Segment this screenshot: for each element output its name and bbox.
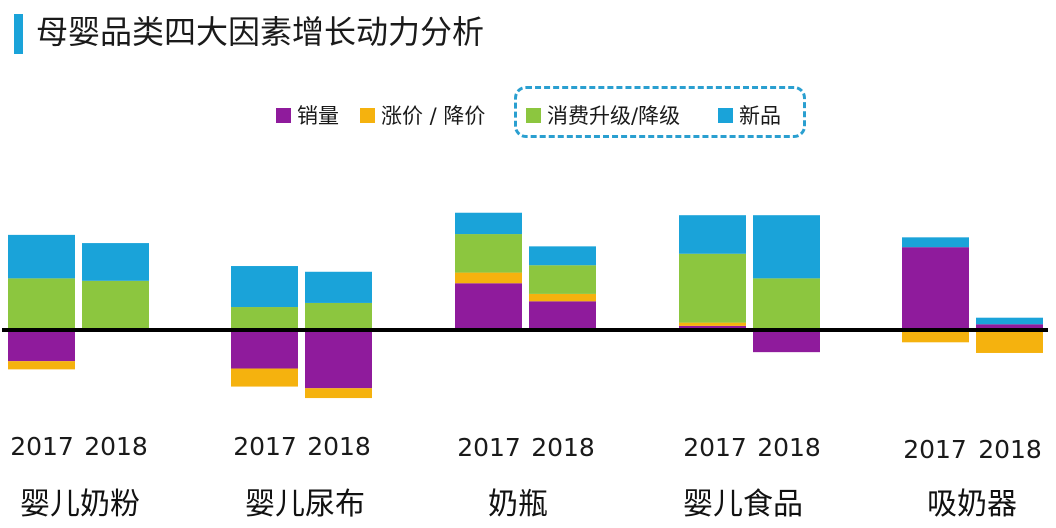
legend-item-upgrade: 消费升级/降级 (526, 100, 680, 130)
legend-label-price: 涨价 / 降价 (381, 104, 486, 128)
bar-segment-volume-2018 (305, 330, 372, 389)
legend-swatch-volume (276, 107, 291, 123)
bar-segment-new-2018 (753, 215, 820, 279)
bar-segment-volume-2017 (8, 330, 75, 362)
bar-segment-new-2018 (529, 246, 596, 266)
legend-highlight-box (514, 86, 806, 138)
bar-segment-price-2018 (976, 330, 1043, 353)
legend: 销量 涨价 / 降价 消费升级/降级 新品 (0, 0, 1056, 160)
bar-segment-new-2018 (305, 271, 372, 303)
year-label: 2018 (307, 432, 371, 461)
title-accent-bar (14, 14, 23, 54)
legend-item-price: 涨价 / 降价 (360, 100, 485, 130)
bar-segment-volume-2018 (529, 301, 596, 330)
chart-title: 母婴品类四大因素增长动力分析 (36, 13, 485, 51)
bar-segment-volume-2018 (753, 330, 820, 353)
legend-item-volume: 销量 (276, 100, 339, 130)
year-label: 2017 (683, 433, 747, 462)
legend-label-volume: 销量 (297, 104, 339, 128)
bar-segment-upgrade-2018 (529, 265, 596, 294)
bar-segment-new-2017 (231, 266, 298, 308)
bar-segment-price-2017 (902, 330, 969, 343)
year-label: 2017 (903, 435, 967, 464)
legend-label-new: 新品 (739, 104, 781, 128)
bar-segment-upgrade-2018 (305, 302, 372, 330)
bar-segment-price-2017 (455, 272, 522, 284)
bar-segment-upgrade-2017 (679, 253, 746, 323)
bar-segment-price-2017 (231, 368, 298, 387)
bar-segment-new-2018 (976, 317, 1043, 325)
legend-label-upgrade: 消费升级/降级 (547, 104, 681, 128)
legend-item-new: 新品 (718, 100, 781, 130)
category-label-baby-food: 婴儿食品 (683, 487, 803, 522)
bar-segment-price-2017 (8, 361, 75, 370)
bar-segment-upgrade-2017 (8, 278, 75, 330)
bar-segment-volume-2017 (231, 330, 298, 369)
legend-swatch-upgrade (526, 107, 541, 123)
bar-segment-upgrade-2018 (753, 278, 820, 330)
legend-swatch-price (360, 107, 375, 123)
year-label: 2017 (457, 433, 521, 462)
bar-segment-new-2017 (679, 215, 746, 254)
bar-segment-upgrade-2017 (455, 234, 522, 273)
bar-segment-upgrade-2018 (82, 280, 149, 330)
legend-swatch-new (718, 107, 733, 123)
category-label-bottles: 奶瓶 (488, 487, 548, 522)
bar-segment-price-2017 (679, 322, 746, 326)
year-label: 2018 (978, 435, 1042, 464)
bar-segment-new-2018 (82, 243, 149, 281)
bar-segment-volume-2017 (679, 325, 746, 330)
bar-segment-price-2018 (305, 388, 372, 399)
category-label-diapers: 婴儿尿布 (245, 487, 365, 522)
bar-segment-volume-2018 (976, 324, 1043, 330)
bar-segment-new-2017 (902, 237, 969, 248)
bar-segment-new-2017 (455, 212, 522, 235)
year-label: 2018 (757, 433, 821, 462)
bar-segment-price-2018 (529, 293, 596, 302)
year-label: 2018 (531, 433, 595, 462)
category-label-breast-pump: 吸奶器 (927, 487, 1017, 522)
year-label: 2017 (10, 432, 74, 461)
bar-segment-upgrade-2017 (231, 307, 298, 330)
category-label-formula: 婴儿奶粉 (20, 487, 140, 522)
bar-segment-volume-2017 (455, 283, 522, 330)
bar-segment-new-2017 (8, 234, 75, 279)
bar-segment-volume-2017 (902, 247, 969, 330)
year-label: 2017 (233, 432, 297, 461)
year-label: 2018 (84, 432, 148, 461)
